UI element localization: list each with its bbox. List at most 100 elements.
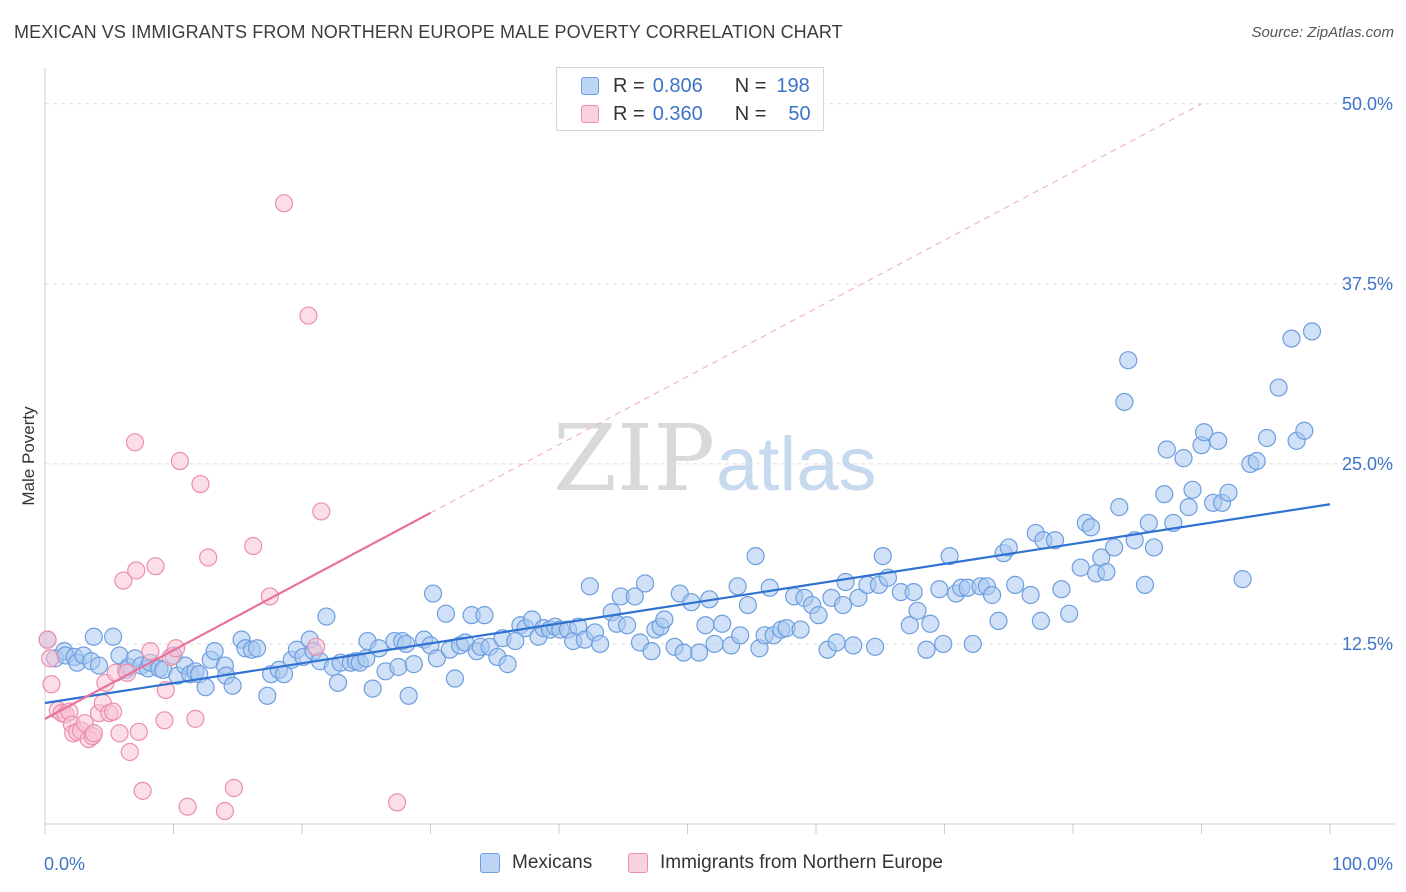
- point-mexicans: [247, 639, 267, 658]
- point-mexicans: [1081, 518, 1101, 537]
- point-mexicans: [445, 669, 465, 688]
- point-mexicans: [1233, 570, 1252, 589]
- point-mexicans: [475, 606, 494, 625]
- point-northern-europe: [42, 675, 61, 694]
- legend-n-label: N =: [734, 102, 767, 125]
- point-northern-europe: [387, 793, 407, 812]
- point-mexicans: [934, 634, 953, 654]
- point-mexicans: [738, 595, 757, 615]
- point-mexicans: [1219, 483, 1238, 502]
- point-mexicans: [258, 686, 277, 705]
- point-mexicans: [1119, 351, 1138, 370]
- point-mexicans: [1247, 451, 1266, 471]
- axes: [44, 68, 1395, 834]
- point-mexicans: [705, 634, 724, 654]
- point-mexicans: [580, 577, 599, 596]
- point-northern-europe: [133, 781, 152, 800]
- point-mexicans: [1060, 604, 1079, 623]
- point-mexicans: [1209, 431, 1228, 450]
- point-mexicans: [196, 678, 215, 697]
- point-mexicans: [921, 614, 940, 633]
- point-northern-europe: [146, 557, 165, 576]
- point-northern-europe: [84, 724, 103, 743]
- point-mexicans: [1115, 392, 1134, 412]
- point-mexicans: [642, 642, 661, 661]
- point-mexicans: [363, 679, 382, 698]
- point-mexicans: [713, 614, 732, 633]
- point-mexicans: [873, 546, 892, 566]
- stats-legend: R = 0.806 N = 198 R = 0.360 N = 50: [556, 67, 824, 131]
- point-northern-europe: [312, 502, 331, 521]
- point-mexicans: [655, 610, 674, 629]
- watermark-zip: ZIP: [553, 405, 715, 512]
- legend-item-mexicans: Mexicans: [480, 852, 592, 874]
- point-mexicans: [904, 582, 923, 602]
- point-mexicans: [746, 546, 765, 566]
- legend-n-value: 50: [788, 102, 811, 125]
- point-mexicans: [866, 637, 885, 656]
- point-mexicans: [423, 584, 443, 603]
- point-mexicans: [389, 657, 408, 677]
- point-mexicans: [1097, 562, 1116, 582]
- point-northern-europe: [199, 548, 218, 567]
- point-northern-europe: [170, 451, 190, 471]
- point-mexicans: [625, 587, 644, 606]
- point-northern-europe: [299, 306, 318, 325]
- x-tick-labels: 0.0% 100.0%: [44, 854, 1393, 874]
- point-mexicans: [498, 655, 517, 674]
- legend-n-value: 198: [776, 74, 810, 97]
- legend-r-label: R =: [613, 102, 645, 125]
- point-northern-europe: [307, 637, 326, 656]
- point-northern-europe: [215, 801, 234, 821]
- point-northern-europe: [41, 649, 60, 668]
- point-mexicans: [1269, 378, 1288, 397]
- point-northern-europe: [141, 642, 160, 661]
- point-mexicans: [999, 538, 1018, 557]
- point-mexicans: [1135, 575, 1155, 594]
- point-mexicans: [404, 655, 423, 674]
- point-mexicans: [1105, 538, 1124, 557]
- legend-swatch-blue: [581, 77, 599, 95]
- point-mexicans: [1031, 611, 1050, 631]
- point-mexicans: [427, 649, 447, 668]
- point-mexicans: [1179, 498, 1198, 517]
- point-mexicans: [618, 616, 637, 635]
- legend-label-northern-europe: Immigrants from Northern Europe: [660, 852, 943, 873]
- point-mexicans: [1183, 480, 1202, 499]
- legend-label-mexicans: Mexicans: [512, 852, 593, 873]
- point-mexicans: [328, 673, 348, 692]
- x-tick-label: 100.0%: [1332, 854, 1393, 874]
- point-northern-europe: [178, 797, 197, 816]
- legend-r-value: 0.806: [652, 74, 703, 97]
- point-mexicans: [836, 572, 855, 592]
- point-mexicans: [1194, 423, 1214, 442]
- gridlines: [45, 103, 1395, 645]
- point-mexicans: [635, 574, 655, 593]
- source-credit: Source: ZipAtlas.com: [1251, 24, 1394, 41]
- point-northern-europe: [186, 709, 205, 728]
- point-mexicans: [1295, 421, 1314, 440]
- point-mexicans: [1302, 322, 1322, 341]
- y-tick-label: 12.5%: [1342, 634, 1393, 654]
- watermark-atlas: atlas: [716, 422, 877, 507]
- point-northern-europe: [110, 724, 129, 743]
- point-northern-europe: [127, 561, 146, 580]
- point-mexicans: [940, 546, 959, 566]
- trend-line-mexicans: [44, 503, 1331, 705]
- point-mexicans: [833, 595, 853, 615]
- point-mexicans: [809, 606, 828, 625]
- point-northern-europe: [114, 571, 133, 590]
- legend-swatch-pink: [581, 105, 599, 123]
- point-mexicans: [1045, 531, 1065, 550]
- point-mexicans: [760, 578, 779, 597]
- legend-r-value: 0.360: [652, 102, 703, 125]
- point-northern-europe: [155, 711, 174, 730]
- point-mexicans: [674, 643, 693, 662]
- point-mexicans: [1006, 575, 1025, 594]
- y-tick-label: 50.0%: [1342, 94, 1393, 114]
- legend-r-label: R =: [613, 74, 645, 97]
- point-mexicans: [849, 588, 868, 607]
- point-mexicans: [223, 676, 242, 695]
- reference-dashed-line: [430, 103, 1202, 514]
